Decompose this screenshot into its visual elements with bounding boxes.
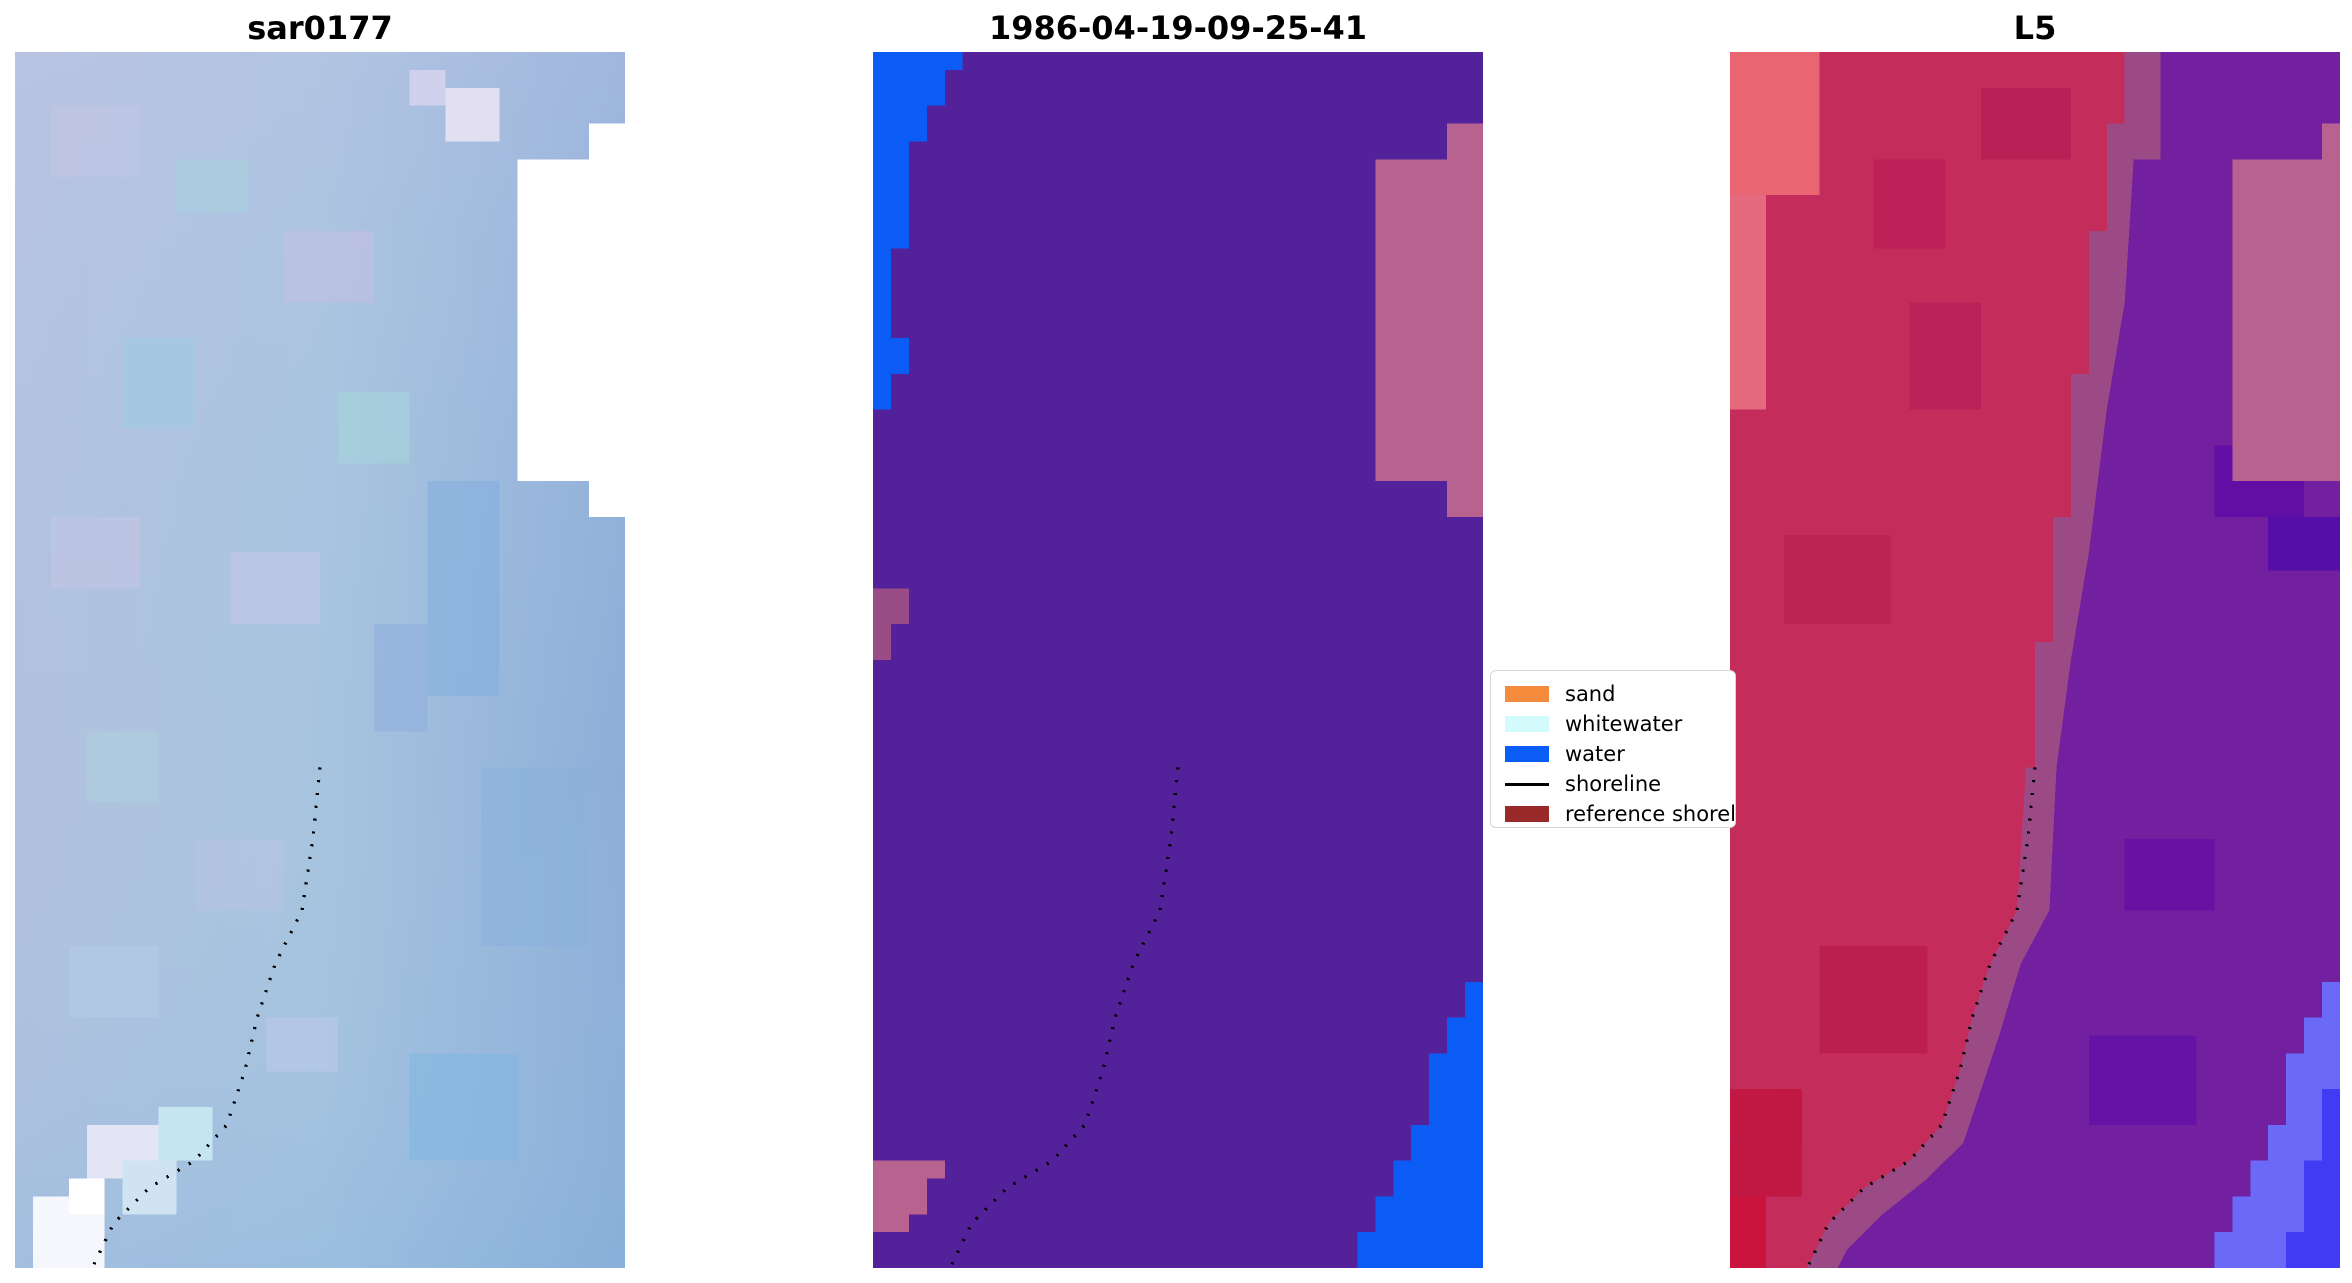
rgb-image-panel bbox=[15, 52, 625, 1268]
rgb-nodata-mask bbox=[517, 123, 625, 517]
legend-item-reference-shoreline: reference shoreline bbox=[1505, 799, 1736, 827]
legend-item-shoreline: shoreline bbox=[1505, 769, 1735, 799]
false-color-texture bbox=[1730, 52, 2340, 1268]
legend-item-sand: sand bbox=[1505, 679, 1735, 709]
legend-label: sand bbox=[1565, 682, 1616, 706]
reference-shoreline-swatch bbox=[1505, 806, 1549, 822]
whitewater-swatch bbox=[1505, 716, 1549, 732]
false-color-image-panel bbox=[1730, 52, 2340, 1268]
shoreline-line-swatch bbox=[1505, 782, 1549, 786]
classified-nodata-bottom-left bbox=[873, 1160, 945, 1233]
panel-title-classified: 1986-04-19-09-25-41 bbox=[988, 9, 1368, 47]
legend-item-water: water bbox=[1505, 739, 1735, 769]
legend-label: reference shoreline bbox=[1565, 802, 1736, 826]
classified-water-bottom-right bbox=[1357, 981, 1483, 1268]
rgb-image-texture bbox=[50, 105, 590, 1161]
classified-shoreline bbox=[948, 767, 1180, 1268]
sand-swatch bbox=[1505, 686, 1549, 702]
panel-title-false-color: L5 bbox=[2013, 9, 2057, 47]
false-color-transition-band bbox=[1807, 52, 2161, 1268]
water-swatch bbox=[1505, 746, 1549, 762]
false-color-shoreline bbox=[1805, 767, 2037, 1268]
legend-label: whitewater bbox=[1565, 712, 1683, 736]
legend-item-whitewater: whitewater bbox=[1505, 709, 1735, 739]
legend: sand whitewater water shoreline referenc… bbox=[1490, 670, 1736, 828]
classified-nodata-right bbox=[1375, 123, 1483, 517]
legend-label: shoreline bbox=[1565, 772, 1662, 796]
panel-title-rgb: sar0177 bbox=[247, 9, 393, 47]
false-color-water-core bbox=[2286, 1089, 2340, 1268]
classified-image-panel bbox=[873, 52, 1483, 1268]
rgb-shoreline bbox=[90, 767, 322, 1268]
false-color-nodata bbox=[2232, 123, 2340, 482]
legend-label: water bbox=[1565, 742, 1625, 766]
classified-water-top-left bbox=[873, 52, 963, 410]
rgb-bright-patch bbox=[32, 69, 500, 1268]
classified-nodata-left bbox=[873, 588, 909, 660]
